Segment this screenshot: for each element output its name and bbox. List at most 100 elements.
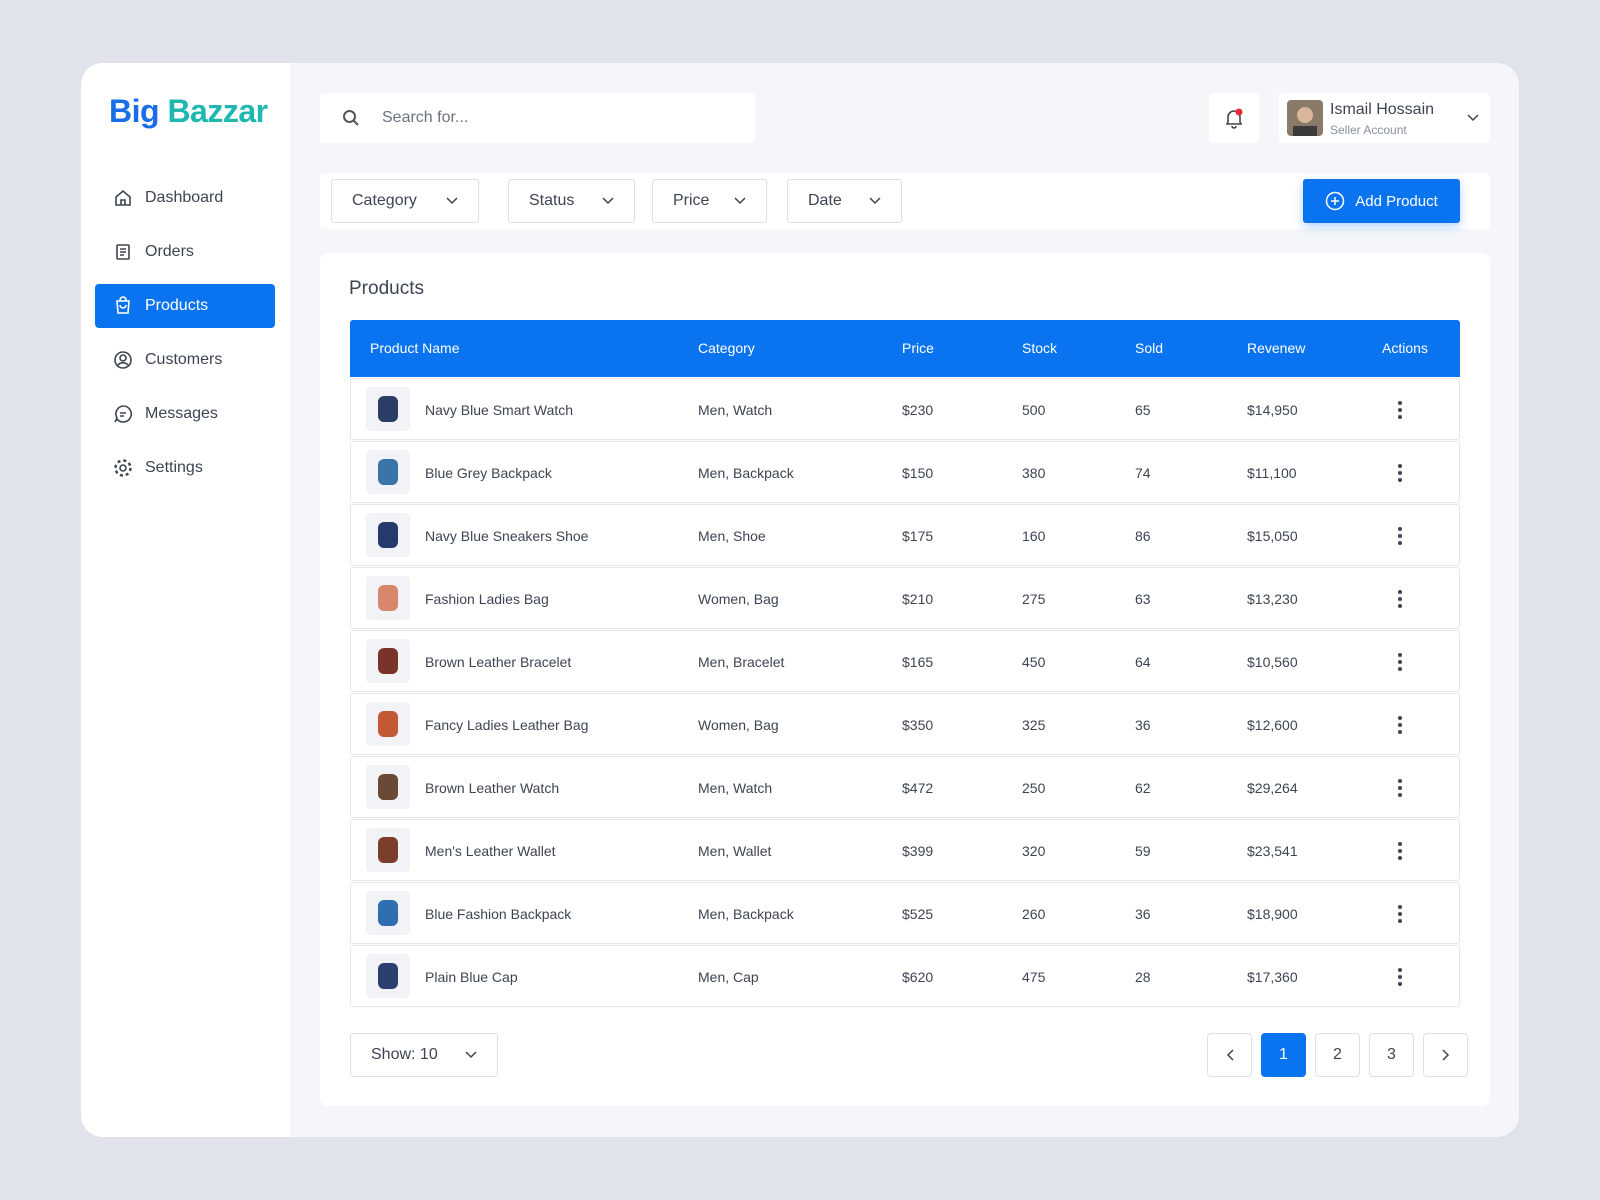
page-button[interactable]: 1: [1261, 1033, 1306, 1077]
nav-item[interactable]: Products: [95, 284, 275, 328]
add-product-button[interactable]: Add Product: [1303, 179, 1460, 223]
table-cell: 275: [1022, 591, 1046, 607]
column-header: Price: [902, 340, 934, 356]
table-cell: Men, Backpack: [698, 906, 794, 922]
nav-item[interactable]: Messages: [95, 392, 275, 436]
actions-menu[interactable]: [1397, 652, 1403, 672]
column-header: Category: [698, 340, 755, 356]
table-cell: 450: [1022, 654, 1046, 670]
table-cell: Men, Wallet: [698, 843, 772, 859]
table-cell: Women, Bag: [698, 717, 779, 733]
chevron: [602, 197, 614, 205]
product-thumbnail: [366, 639, 410, 683]
app-window: Big Bazzar Dashboard Orders Products Custom…: [81, 63, 1519, 1137]
next-page[interactable]: [1423, 1033, 1468, 1077]
table-row: Blue Grey Backpack Men, Backpack $150 380 74…: [350, 441, 1460, 503]
user-menu[interactable]: Ismail Hossain Seller Account: [1279, 93, 1490, 143]
table-cell: 59: [1135, 843, 1151, 859]
nav-item[interactable]: Orders: [95, 230, 275, 274]
table-row: Brown Leather Watch Men, Watch $472 250 62 $2…: [350, 756, 1460, 818]
table-cell: $175: [902, 528, 934, 544]
actions-menu[interactable]: [1397, 904, 1403, 924]
actions-menu[interactable]: [1397, 526, 1403, 546]
product-thumbnail: [366, 828, 410, 872]
table-cell: $15,050: [1247, 528, 1298, 544]
actions-menu[interactable]: [1397, 715, 1403, 735]
table-cell: Fancy Ladies Leather Bag: [425, 717, 589, 733]
filter-select[interactable]: Price: [652, 179, 767, 223]
chevron-right: [1441, 1049, 1449, 1061]
page-size-select[interactable]: Show: 10: [350, 1033, 498, 1077]
table-cell: $18,900: [1247, 906, 1298, 922]
nav-item[interactable]: Customers: [95, 338, 275, 382]
table-cell: Navy Blue Smart Watch: [425, 402, 574, 418]
table-cell: $525: [902, 906, 934, 922]
table-cell: 62: [1135, 780, 1151, 796]
table-cell: 74: [1135, 465, 1151, 481]
products-card: Products Product Name Category Price Stock S…: [320, 253, 1490, 1106]
table-cell: 250: [1022, 780, 1046, 796]
chevron: [734, 197, 746, 205]
nav-label: Dashboard: [145, 189, 224, 206]
filter-select[interactable]: Status: [508, 179, 635, 223]
table-row: Navy Blue Smart Watch Men, Watch $230 500 65…: [350, 378, 1460, 440]
product-thumbnail: [366, 891, 410, 935]
filter-label: Status: [529, 192, 575, 209]
actions-menu[interactable]: [1397, 400, 1403, 420]
avatar: [1287, 100, 1323, 136]
filter-label: Date: [808, 192, 842, 209]
chevron: [869, 197, 881, 205]
user-name: Ismail Hossain: [1330, 101, 1435, 118]
actions-menu[interactable]: [1397, 589, 1403, 609]
table-cell: Men, Cap: [698, 969, 759, 985]
table-cell: Blue Grey Backpack: [425, 465, 552, 481]
table-row: Plain Blue Cap Men, Cap $620 475 28 $17,360: [350, 945, 1460, 1007]
table-cell: $230: [902, 402, 934, 418]
table-cell: $14,950: [1247, 402, 1298, 418]
actions-menu[interactable]: [1397, 463, 1403, 483]
table-cell: Men, Bracelet: [698, 654, 785, 670]
nav-icon: [115, 189, 131, 206]
actions-menu[interactable]: [1397, 967, 1403, 987]
prev-page[interactable]: [1207, 1033, 1252, 1077]
table-cell: 63: [1135, 591, 1151, 607]
notification-button[interactable]: [1209, 93, 1259, 143]
table-cell: 86: [1135, 528, 1151, 544]
nav-item[interactable]: Dashboard: [95, 176, 275, 220]
table-cell: $12,600: [1247, 717, 1298, 733]
nav-icon: [114, 405, 132, 423]
table-cell: Men, Watch: [698, 402, 773, 418]
product-thumbnail: [366, 387, 410, 431]
table-row: Navy Blue Sneakers Shoe Men, Shoe $175 160 8…: [350, 504, 1460, 566]
table-cell: Navy Blue Sneakers Shoe: [425, 528, 589, 544]
page-button[interactable]: 2: [1315, 1033, 1360, 1077]
chevron-left: [1226, 1049, 1234, 1061]
column-header: Actions: [1382, 340, 1428, 356]
table-cell: $17,360: [1247, 969, 1298, 985]
filter-select[interactable]: Category: [331, 179, 479, 223]
search-box[interactable]: Search for...: [320, 93, 755, 143]
filter-select[interactable]: Date: [787, 179, 902, 223]
nav-item[interactable]: Settings: [95, 446, 275, 490]
actions-menu[interactable]: [1397, 841, 1403, 861]
nav-icon: [116, 296, 130, 314]
column-header: Product Name: [370, 340, 460, 356]
table-cell: $11,100: [1247, 465, 1297, 481]
table-cell: Fashion Ladies Bag: [425, 591, 549, 607]
table-cell: $29,264: [1247, 780, 1298, 796]
table-row: Blue Fashion Backpack Men, Backpack $525 26…: [350, 882, 1460, 944]
actions-menu[interactable]: [1397, 778, 1403, 798]
product-thumbnail: [366, 450, 410, 494]
nav-label: Messages: [145, 405, 218, 422]
table-cell: $150: [902, 465, 934, 481]
table-cell: Men, Shoe: [698, 528, 766, 544]
column-header: Sold: [1135, 340, 1164, 356]
filter-bar: Category Status Price Date Add Product: [320, 173, 1490, 229]
table-cell: 64: [1135, 654, 1151, 670]
table-cell: $10,560: [1247, 654, 1298, 670]
table-cell: $472: [902, 780, 934, 796]
table-cell: $13,230: [1247, 591, 1298, 607]
table-row: Men's Leather Wallet Men, Wallet $399 320 59…: [350, 819, 1460, 881]
page-button[interactable]: 3: [1369, 1033, 1414, 1077]
